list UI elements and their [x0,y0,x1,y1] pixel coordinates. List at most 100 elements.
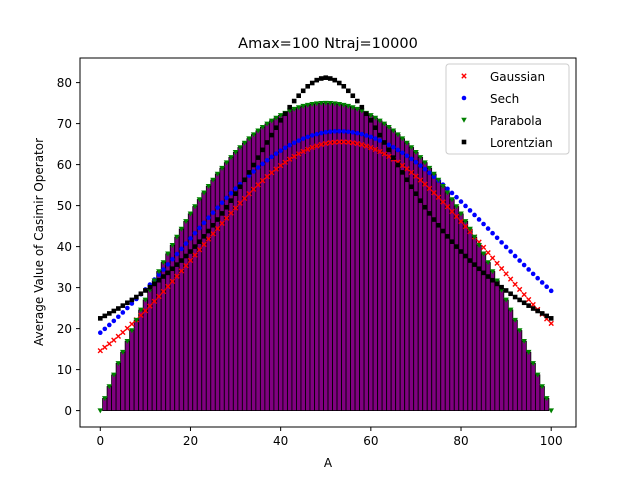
data-point [408,145,415,151]
legend-marker [461,117,467,123]
data-point [228,190,234,196]
data-point [259,124,266,131]
data-point [444,190,451,196]
data-point [494,260,500,266]
data-point [264,121,270,127]
data-point [512,294,518,300]
data-point [422,204,428,210]
data-point [386,153,392,160]
data-point [305,134,311,140]
data-point [260,161,265,167]
y-tick-label: 40 [57,240,72,254]
data-point [161,274,166,279]
data-point [323,140,329,147]
data-point [206,215,211,220]
data-point [544,313,549,319]
data-point [255,155,261,160]
data-point [129,328,135,334]
data-point [355,130,360,136]
data-point [534,372,541,378]
data-point [241,195,248,202]
data-point [322,100,329,106]
data-point [436,222,441,228]
data-point [97,316,103,321]
bar [138,309,144,412]
data-point [305,146,311,153]
data-point [453,204,460,210]
data-point [304,102,311,108]
data-point [341,83,347,89]
bar [142,299,148,411]
bar [232,151,239,411]
bar [106,386,112,412]
data-point [224,204,229,210]
data-point [183,241,189,246]
data-point [174,234,180,240]
bar [241,142,248,412]
data-point [507,276,514,282]
data-point [268,118,275,124]
data-point [251,162,256,168]
data-point [435,194,442,200]
data-point [232,205,239,211]
data-point [219,220,225,227]
data-point [548,288,554,294]
data-point [408,169,415,176]
bar [395,134,401,411]
data-point [503,244,509,250]
data-point [449,208,455,215]
data-point [268,170,275,176]
data-point [386,142,392,148]
data-point [413,150,419,156]
data-point [413,173,419,179]
data-point [471,234,478,240]
data-point [368,113,374,119]
data-point [404,140,410,146]
data-point [129,297,135,303]
bar [201,192,207,411]
data-point [305,83,311,89]
data-point [332,139,338,145]
data-point [291,140,297,146]
bar [431,173,437,411]
legend: Gaussian Sech Parabola Lorentzian [445,63,570,155]
data-point [359,108,365,114]
data-point [97,408,104,414]
data-point [215,205,220,210]
data-point [476,217,482,222]
x-tick-label: 20 [183,434,198,448]
legend-marker [461,73,467,79]
data-point [431,217,437,222]
data-point [138,291,144,297]
data-point [444,203,451,210]
bar [444,192,451,411]
data-point [418,163,423,168]
data-point [431,190,437,196]
bar [278,115,284,412]
data-point [454,244,459,249]
data-point [354,106,361,112]
bar [526,351,532,411]
data-point [539,311,545,316]
data-point [476,243,482,249]
data-point [197,239,202,244]
data-point [476,266,482,272]
data-point [499,284,504,290]
data-point [300,148,306,155]
bar [187,213,194,412]
data-point [210,231,216,237]
data-point [296,138,301,143]
data-point [246,136,252,142]
bar [350,107,356,411]
data-point [129,301,135,306]
bar [323,102,329,411]
data-point [309,144,315,151]
data-point [503,271,509,277]
data-point [350,140,356,146]
bar [503,299,509,411]
data-point [192,244,198,249]
data-point [151,298,158,305]
data-point [377,118,383,124]
bar [282,112,288,411]
data-point [526,303,531,308]
